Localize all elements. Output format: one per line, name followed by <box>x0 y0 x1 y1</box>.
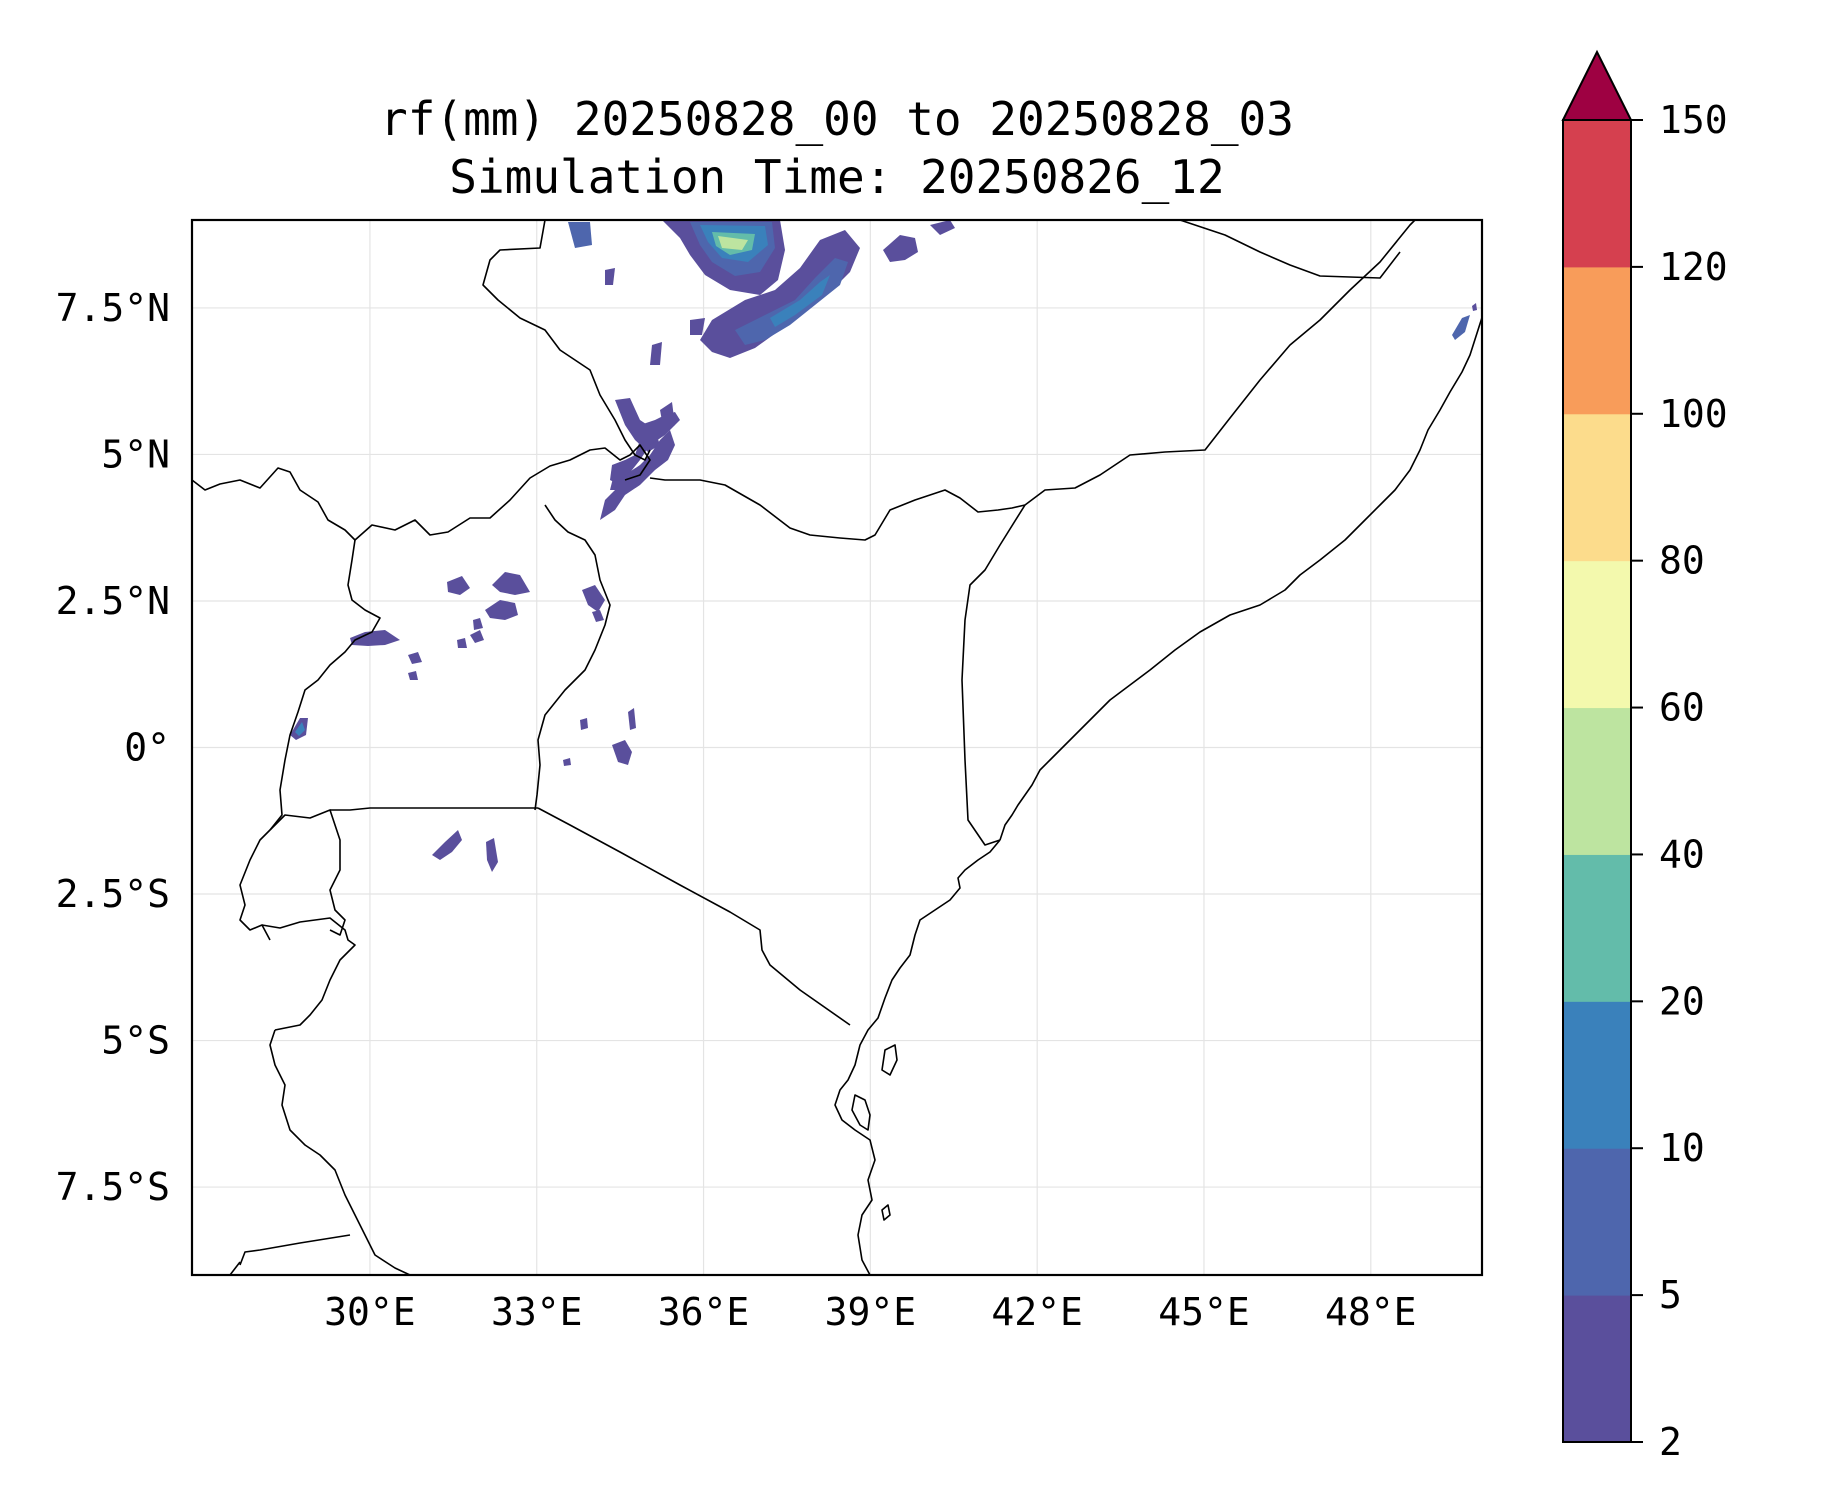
colorbar-tick-label: 150 <box>1659 98 1728 142</box>
rain-cell-uganda-west-3 <box>408 671 418 680</box>
rain-cell-rwenzori-core <box>295 722 305 736</box>
colorbar-segment <box>1563 1295 1631 1443</box>
coast-kenya-tanzania <box>999 314 1482 841</box>
x-tick-label: 30°E <box>324 1290 416 1334</box>
island-mafia <box>881 1204 891 1221</box>
rain-cell-ethiopia-band-peak <box>770 275 830 327</box>
border-burundi <box>261 917 356 1031</box>
longitude-axis: 30°E 33°E 36°E 39°E 42°E 45°E 48°E <box>324 1290 1416 1334</box>
x-tick-label: 36°E <box>658 1290 750 1334</box>
colorbar-segment <box>1563 266 1631 415</box>
y-tick-label: 0° <box>124 726 170 770</box>
colorbar-tick-label: 5 <box>1659 1273 1682 1317</box>
colorbar-segment <box>1563 120 1631 268</box>
rain-cell-uganda-4 <box>470 630 484 643</box>
border-tanzania-west <box>269 1029 411 1275</box>
map-title-line-1: rf(mm) 20250828_00 to 20250828_03 <box>380 92 1294 146</box>
colorbar-segment <box>1563 1001 1631 1149</box>
border-south-sudan-south <box>192 444 651 541</box>
rain-cell-east-tip <box>1472 303 1477 311</box>
border-rwanda <box>269 809 346 936</box>
rain-cell-kenya-central-4 <box>563 758 571 766</box>
border-rwanda-burundi <box>239 829 271 941</box>
colorbar-tick-label: 2 <box>1659 1420 1682 1464</box>
rain-cell-uganda-2 <box>492 572 530 595</box>
border-somaliland <box>1179 220 1401 279</box>
colorbar-tick-label: 10 <box>1659 1126 1705 1170</box>
colorbar-tick-label: 100 <box>1659 392 1728 436</box>
rain-cell-kenya-central-2 <box>628 708 636 730</box>
x-tick-label: 48°E <box>1325 1290 1417 1334</box>
colorbar-tick-label: 40 <box>1659 832 1705 876</box>
rain-cell-small-1 <box>605 268 615 285</box>
colorbar-segment <box>1563 707 1631 855</box>
colorbar-segment <box>1563 854 1631 1002</box>
rain-cell-uganda-west-2 <box>408 652 422 664</box>
island-zanzibar <box>851 1094 871 1131</box>
border-kenya-somalia <box>961 504 1026 846</box>
colorbar-tick-label: 20 <box>1659 979 1705 1023</box>
rain-cell-uganda-3 <box>485 600 518 620</box>
y-tick-label: 2.5°S <box>56 872 170 916</box>
rain-cell-ethiopia-west-top <box>718 236 748 250</box>
rain-cell-uganda-6 <box>473 618 483 630</box>
rain-cell-elgon-2 <box>592 610 604 622</box>
rain-cell-sudan <box>568 222 592 248</box>
colorbar-frame <box>1562 119 1632 1443</box>
rainfall-contours <box>290 220 1477 872</box>
rain-cell-somalia <box>1452 315 1470 340</box>
rain-cell-kenya-central-3 <box>612 740 632 765</box>
y-tick-label: 2.5°N <box>56 579 170 623</box>
rain-cell-ethiopia-band <box>700 230 860 358</box>
y-tick-label: 5°N <box>101 432 170 476</box>
rain-cell-kenya-central-1 <box>580 718 588 730</box>
rain-cell-victoria-2 <box>486 838 498 872</box>
border-lake-victoria-south <box>330 807 538 811</box>
rain-cell-north-kenya <box>610 412 680 490</box>
rain-cell-uganda-1 <box>447 576 470 595</box>
border-ethiopia-somalia <box>1024 220 1416 506</box>
colorbar-tick-label: 60 <box>1659 686 1705 730</box>
island-pemba <box>881 1044 898 1076</box>
rain-cell-small-2 <box>650 342 662 365</box>
rain-cell-uganda-5 <box>457 638 467 648</box>
border-kenya-tanzania <box>537 807 851 1026</box>
country-borders <box>192 220 1482 1275</box>
rain-cell-small-3 <box>690 318 705 335</box>
latitude-axis: 7.5°N 5°N 2.5°N 0° 2.5°S 5°S 7.5°S <box>56 286 170 1209</box>
x-tick-label: 33°E <box>491 1290 583 1334</box>
rain-cell-victoria-1 <box>432 830 462 860</box>
y-tick-label: 7.5°S <box>56 1165 170 1209</box>
rain-cell-ethiopia-north <box>930 220 955 235</box>
border-south-west <box>229 1261 241 1275</box>
y-tick-label: 5°S <box>101 1019 170 1063</box>
map-title-line-2: Simulation Time: 20250826_12 <box>449 150 1224 204</box>
map-frame <box>190 218 1484 1277</box>
rain-cell-uganda-west <box>350 630 400 646</box>
colorbar-segment <box>1563 560 1631 709</box>
x-tick-label: 39°E <box>825 1290 917 1334</box>
border-ethiopia-kenya <box>649 477 1026 541</box>
coast-south <box>834 839 1001 1275</box>
colorbar-tick-label: 80 <box>1659 539 1705 583</box>
border-lake-nyasa <box>239 1234 351 1266</box>
rain-cell-ethiopia-band-core <box>735 258 848 345</box>
map-panel <box>190 218 1484 1277</box>
colorbar-tick-label: 120 <box>1659 245 1728 289</box>
x-tick-label: 45°E <box>1158 1290 1250 1334</box>
border-uganda-west <box>269 539 381 831</box>
y-tick-label: 7.5°N <box>56 286 170 330</box>
colorbar-segment <box>1563 413 1631 562</box>
rain-cell-ethiopia-east <box>883 235 918 262</box>
colorbar-segment <box>1563 1148 1631 1296</box>
border-uganda-kenya <box>534 504 611 811</box>
rain-cell-elgon <box>582 585 605 612</box>
colorbar-extend-arrow <box>1561 49 1633 121</box>
border-sudan-east <box>482 220 651 461</box>
colorbar: 2 5 10 20 40 60 80 100 120 150 <box>1561 49 1728 1464</box>
x-tick-label: 42°E <box>991 1290 1083 1334</box>
